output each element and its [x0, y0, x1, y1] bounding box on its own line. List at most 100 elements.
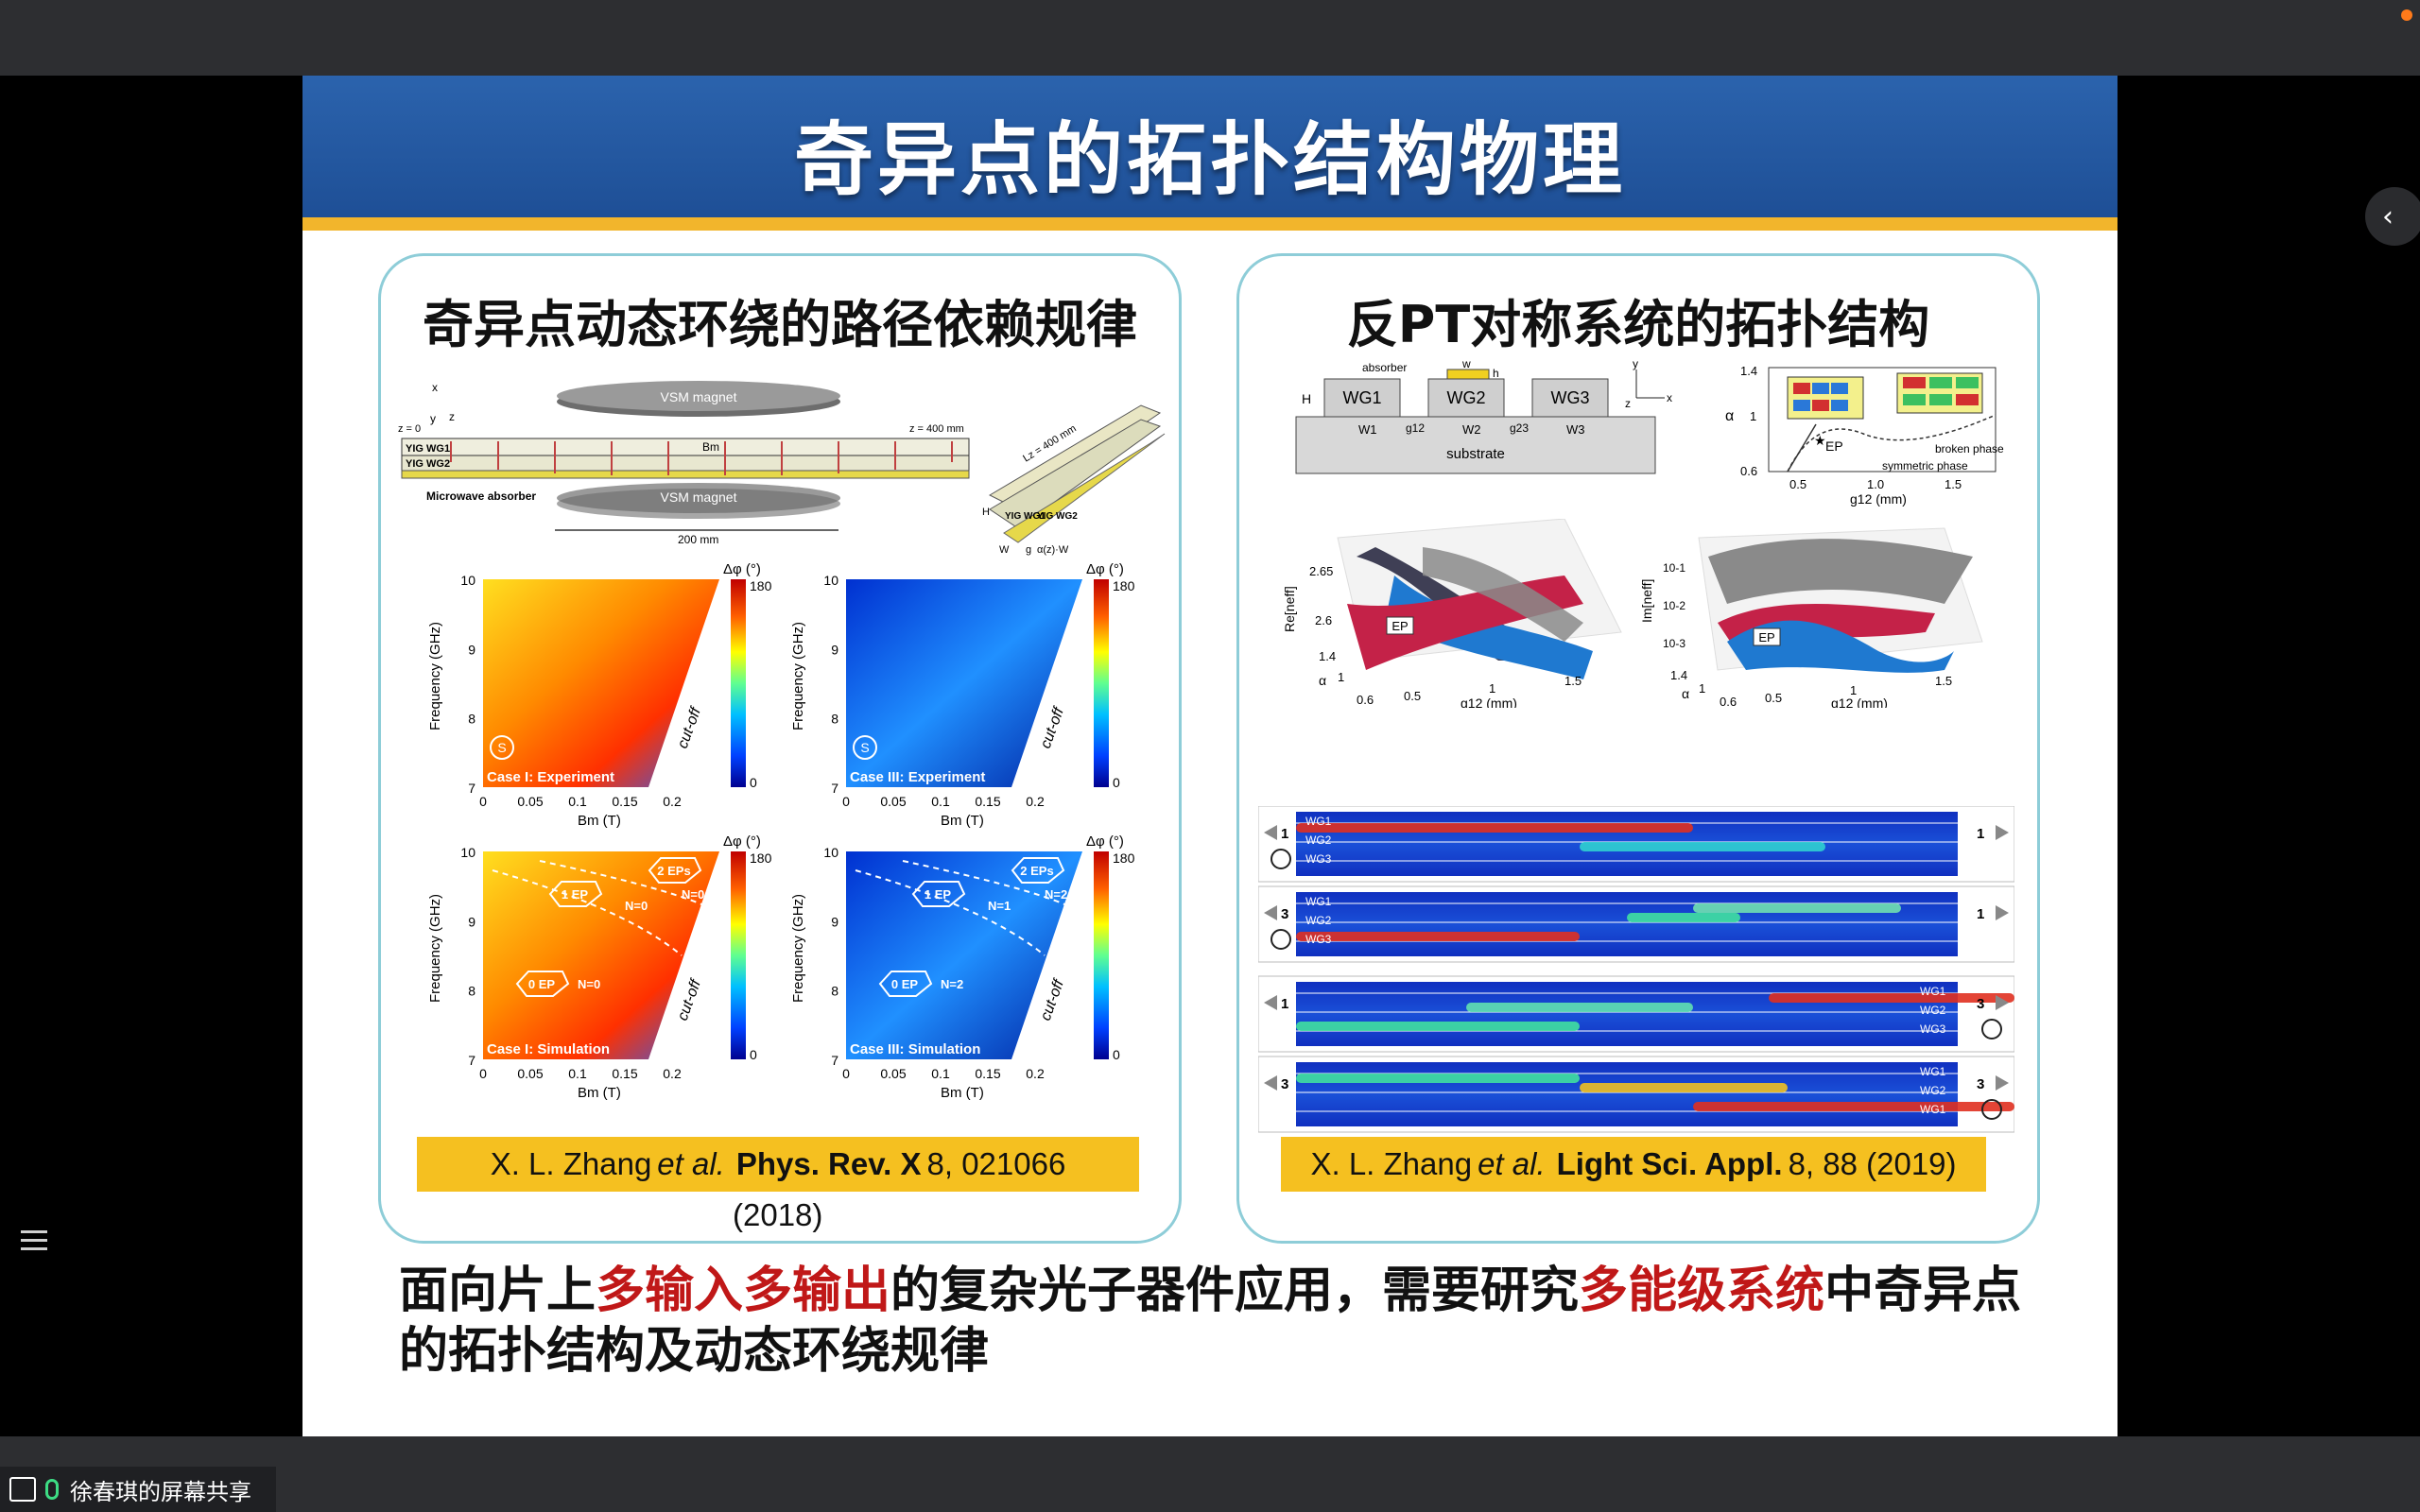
y-tick: 7 [468, 1053, 475, 1068]
svg-text:0.6: 0.6 [1740, 464, 1757, 478]
x-tick: 0.1 [931, 794, 950, 809]
right-panel: 反PT对称系统的拓扑结构 substrate WG1 WG2 WG3 absor… [1236, 253, 2040, 1244]
ep-count-label: 1 EP [562, 887, 589, 902]
svg-text:x: x [432, 381, 438, 394]
y-axis-label: Frequency (GHz) [790, 622, 806, 730]
screen-share-indicator[interactable]: 徐春琪的屏幕共享 [0, 1467, 276, 1512]
svg-text:Microwave absorber: Microwave absorber [426, 490, 536, 503]
svg-text:y: y [1633, 360, 1638, 370]
input-arrow-icon [1264, 1075, 1277, 1091]
svg-text:g12 (mm): g12 (mm) [1831, 696, 1888, 708]
colorbar-min: 0 [1113, 775, 1120, 790]
svg-text:10-3: 10-3 [1663, 637, 1685, 650]
strip-field [1296, 1062, 1958, 1126]
microphone-icon [45, 1479, 59, 1500]
left-panel: 奇异点动态环绕的路径依赖规律 VSM magnet YIG WG1 YIG WG… [378, 253, 1182, 1244]
meeting-top-bar [0, 0, 2420, 76]
svg-text:x: x [1667, 391, 1672, 404]
colorbar [1094, 851, 1109, 1059]
output-port-label: 3 [1977, 1076, 1984, 1092]
svg-text:Re[neff]: Re[neff] [1282, 586, 1297, 632]
svg-text:W: W [999, 544, 1010, 556]
y-tick: 7 [831, 781, 838, 796]
waveguide-label: WG2 [1920, 1004, 1946, 1017]
shared-slide: 奇异点的拓扑结构物理 奇异点动态环绕的路径依赖规律 VSM magnet YIG… [302, 76, 2118, 1436]
waveguide-label: WG1 [1920, 1103, 1946, 1116]
waveguide-label: WG3 [1305, 852, 1332, 866]
svg-text:g23: g23 [1510, 421, 1529, 435]
ep-count-label: 0 EP [891, 977, 919, 991]
x-axis-label: Bm (T) [578, 813, 621, 829]
svg-text:1: 1 [1489, 681, 1495, 696]
output-port-label: 3 [1977, 996, 1984, 1012]
y-tick: 9 [831, 914, 838, 929]
screen-share-icon [9, 1477, 36, 1502]
x-tick: 0.1 [931, 1066, 950, 1081]
svg-text:1: 1 [1338, 670, 1344, 684]
x-tick: 0.2 [663, 794, 682, 809]
field-beam [1693, 1102, 2014, 1111]
y-tick: 10 [460, 573, 475, 588]
ep-count-label: 0 EP [528, 977, 556, 991]
field-beam [1580, 842, 1825, 851]
x-axis-label: Bm (T) [941, 813, 984, 829]
im-neff-surface-plot: EP Im[neff] 10-1 10-2 10-3 1.4 1 α 0.6 0… [1642, 519, 2011, 708]
svg-text:absorber: absorber [1362, 361, 1407, 374]
x-tick: 0.1 [568, 794, 587, 809]
x-tick: 0.05 [517, 794, 543, 809]
svg-text:z: z [449, 410, 455, 423]
ep-loop [878, 971, 933, 997]
colorbar-title: Δφ (°) [1086, 561, 1124, 577]
case-label: Case III: Experiment [850, 769, 985, 785]
x-tick: 0.2 [1026, 1066, 1045, 1081]
svg-text:z = 0: z = 0 [398, 423, 421, 435]
title-banner: 奇异点的拓扑结构物理 [302, 76, 2118, 217]
meeting-bottom-bar [0, 1436, 2420, 1512]
colorbar-min: 0 [1113, 1047, 1120, 1062]
svg-text:10-1: 10-1 [1663, 561, 1685, 575]
ep-loop [911, 881, 966, 907]
input-arrow-icon [1264, 825, 1277, 840]
svg-text:0.6: 0.6 [1720, 695, 1737, 708]
loop-marker-label: S [860, 740, 869, 755]
x-tick: 0.15 [975, 794, 1000, 809]
waveguide-label: WG2 [1305, 833, 1332, 847]
y-axis-label: Frequency (GHz) [427, 622, 443, 730]
svg-text:WG3: WG3 [1550, 388, 1589, 407]
y-axis-label: Frequency (GHz) [790, 894, 806, 1003]
case-label: Case I: Experiment [487, 769, 614, 785]
svg-text:1.4: 1.4 [1740, 364, 1757, 378]
field-beam [1296, 1074, 1580, 1083]
y-tick: 8 [831, 712, 838, 727]
waveguide-label: WG3 [1305, 933, 1332, 946]
share-owner-label: 徐春琪的屏幕共享 [70, 1478, 251, 1505]
propagation-strip: WG1 WG2 WG3 1 1 [1258, 806, 2014, 883]
x-tick: 0 [479, 1066, 487, 1081]
collapse-panel-button[interactable]: ‹ [2365, 187, 2420, 246]
loop-marker [853, 735, 877, 760]
right-citation: X. L. Zhang et al. Light Sci. Appl. 8, 88 (… [1281, 1137, 1986, 1192]
loop-marker-label: S [497, 740, 506, 755]
x-axis-label: Bm (T) [578, 1085, 621, 1101]
svg-text:α: α [1682, 686, 1689, 701]
output-arrow-icon [1996, 1075, 2009, 1091]
y-tick: 8 [468, 712, 475, 727]
field-beam [1296, 823, 1693, 833]
propagation-strip: WG1 WG2 WG1 3 3 [1258, 1056, 2014, 1133]
list-menu-icon[interactable] [13, 1225, 51, 1259]
svg-text:h: h [1493, 367, 1499, 380]
ep-loop [648, 857, 702, 884]
svg-text:200 mm: 200 mm [678, 533, 718, 546]
svg-text:YIG WG1: YIG WG1 [406, 443, 450, 455]
svg-text:y: y [430, 412, 436, 425]
y-tick: 9 [468, 642, 475, 657]
slide-conclusion: 面向片上多输入多输出的复杂光子器件应用，需要研究多能级系统中奇异点的拓扑结构及动… [399, 1263, 2022, 1380]
gold-divider [302, 217, 2118, 231]
x-tick: 0.05 [880, 794, 906, 809]
field-beam [1296, 932, 1580, 941]
left-panel-title: 奇异点动态环绕的路径依赖规律 [423, 295, 1137, 354]
colorbar [1094, 579, 1109, 787]
waveguide-label: WG1 [1305, 815, 1332, 828]
colorbar [731, 851, 746, 1059]
x-tick: 0.05 [880, 1066, 906, 1081]
